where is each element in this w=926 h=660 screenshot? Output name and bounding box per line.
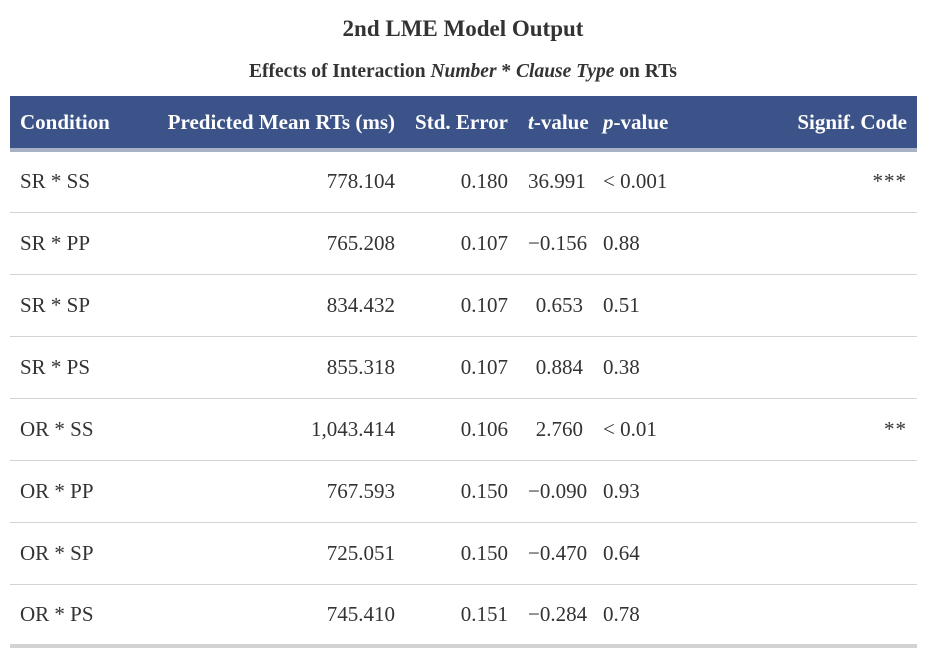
cell-t-value: 36.991 [518, 150, 593, 213]
cell-condition: SR * PP [10, 212, 135, 275]
cell-std-error: 0.107 [405, 212, 518, 275]
cell-condition: OR * SP [10, 522, 135, 585]
cell-p-value: 0.88 [593, 212, 681, 275]
cell-condition: OR * PS [10, 584, 135, 648]
cell-signif-code [681, 212, 917, 275]
table-row: OR * PP 767.593 0.150 −0.090 0.93 [10, 460, 917, 523]
cell-predicted-mean: 767.593 [135, 460, 405, 523]
cell-std-error: 0.106 [405, 398, 518, 461]
cell-signif-code: *** [681, 150, 917, 213]
cell-t-value: −0.090 [518, 460, 593, 523]
subtitle-suffix: on RTs [614, 61, 677, 82]
header-t-value: t-value [518, 96, 593, 152]
table-row: SR * SS 778.104 0.180 36.991 < 0.001 *** [10, 150, 917, 213]
cell-std-error: 0.150 [405, 522, 518, 585]
cell-signif-code [681, 336, 917, 399]
subtitle-separator: * [496, 61, 517, 82]
table-body: SR * SS 778.104 0.180 36.991 < 0.001 ***… [10, 150, 917, 648]
cell-t-value: 0.884 [518, 336, 593, 399]
cell-signif-code [681, 274, 917, 337]
cell-predicted-mean: 834.432 [135, 274, 405, 337]
cell-t-value: −0.284 [518, 584, 593, 648]
table-title: 2nd LME Model Output [342, 16, 584, 41]
cell-predicted-mean: 855.318 [135, 336, 405, 399]
cell-predicted-mean: 778.104 [135, 150, 405, 213]
header-t-rest: -value [533, 109, 589, 134]
table-subtitle: Effects of Interaction Number * Clause T… [0, 61, 926, 83]
cell-condition: SR * PS [10, 336, 135, 399]
cell-signif-code [681, 584, 917, 648]
cell-predicted-mean: 725.051 [135, 522, 405, 585]
results-table: Condition Predicted Mean RTs (ms) Std. E… [10, 96, 917, 648]
header-p-italic: p [603, 109, 614, 134]
header-condition: Condition [10, 96, 135, 152]
cell-p-value: < 0.01 [593, 398, 681, 461]
cell-predicted-mean: 765.208 [135, 212, 405, 275]
cell-std-error: 0.151 [405, 584, 518, 648]
cell-p-value: 0.64 [593, 522, 681, 585]
table-row: OR * SS 1,043.414 0.106 2.760 < 0.01 ** [10, 398, 917, 461]
header-p-value: p-value [593, 96, 681, 152]
header-signif-code: Signif. Code [681, 96, 917, 152]
header-predicted-mean: Predicted Mean RTs (ms) [135, 96, 405, 152]
cell-predicted-mean: 745.410 [135, 584, 405, 648]
cell-condition: OR * PP [10, 460, 135, 523]
table-row: OR * SP 725.051 0.150 −0.470 0.64 [10, 522, 917, 585]
cell-std-error: 0.107 [405, 336, 518, 399]
cell-predicted-mean: 1,043.414 [135, 398, 405, 461]
cell-condition: SR * SP [10, 274, 135, 337]
cell-signif-code [681, 460, 917, 523]
cell-p-value: 0.38 [593, 336, 681, 399]
table-row: OR * PS 745.410 0.151 −0.284 0.78 [10, 584, 917, 648]
header-p-rest: -value [613, 109, 669, 134]
cell-signif-code [681, 522, 917, 585]
cell-t-value: 2.760 [518, 398, 593, 461]
subtitle-term-clause-type: Clause Type [516, 61, 615, 82]
header-row: Condition Predicted Mean RTs (ms) Std. E… [10, 96, 917, 152]
cell-p-value: 0.51 [593, 274, 681, 337]
cell-t-value: −0.470 [518, 522, 593, 585]
header-std-error: Std. Error [405, 96, 518, 152]
cell-std-error: 0.180 [405, 150, 518, 213]
cell-condition: SR * SS [10, 150, 135, 213]
cell-p-value: 0.78 [593, 584, 681, 648]
table-row: SR * PP 765.208 0.107 −0.156 0.88 [10, 212, 917, 275]
cell-p-value: < 0.001 [593, 150, 681, 213]
cell-std-error: 0.150 [405, 460, 518, 523]
cell-p-value: 0.93 [593, 460, 681, 523]
cell-t-value: 0.653 [518, 274, 593, 337]
header-t-italic: t [528, 109, 534, 134]
table-row: SR * PS 855.318 0.107 0.884 0.38 [10, 336, 917, 399]
subtitle-prefix: Effects of Interaction [249, 61, 431, 82]
subtitle-term-number: Number [430, 61, 497, 82]
table-header: Condition Predicted Mean RTs (ms) Std. E… [10, 96, 917, 152]
cell-signif-code: ** [681, 398, 917, 461]
cell-std-error: 0.107 [405, 274, 518, 337]
table-row: SR * SP 834.432 0.107 0.653 0.51 [10, 274, 917, 337]
cell-condition: OR * SS [10, 398, 135, 461]
cell-t-value: −0.156 [518, 212, 593, 275]
